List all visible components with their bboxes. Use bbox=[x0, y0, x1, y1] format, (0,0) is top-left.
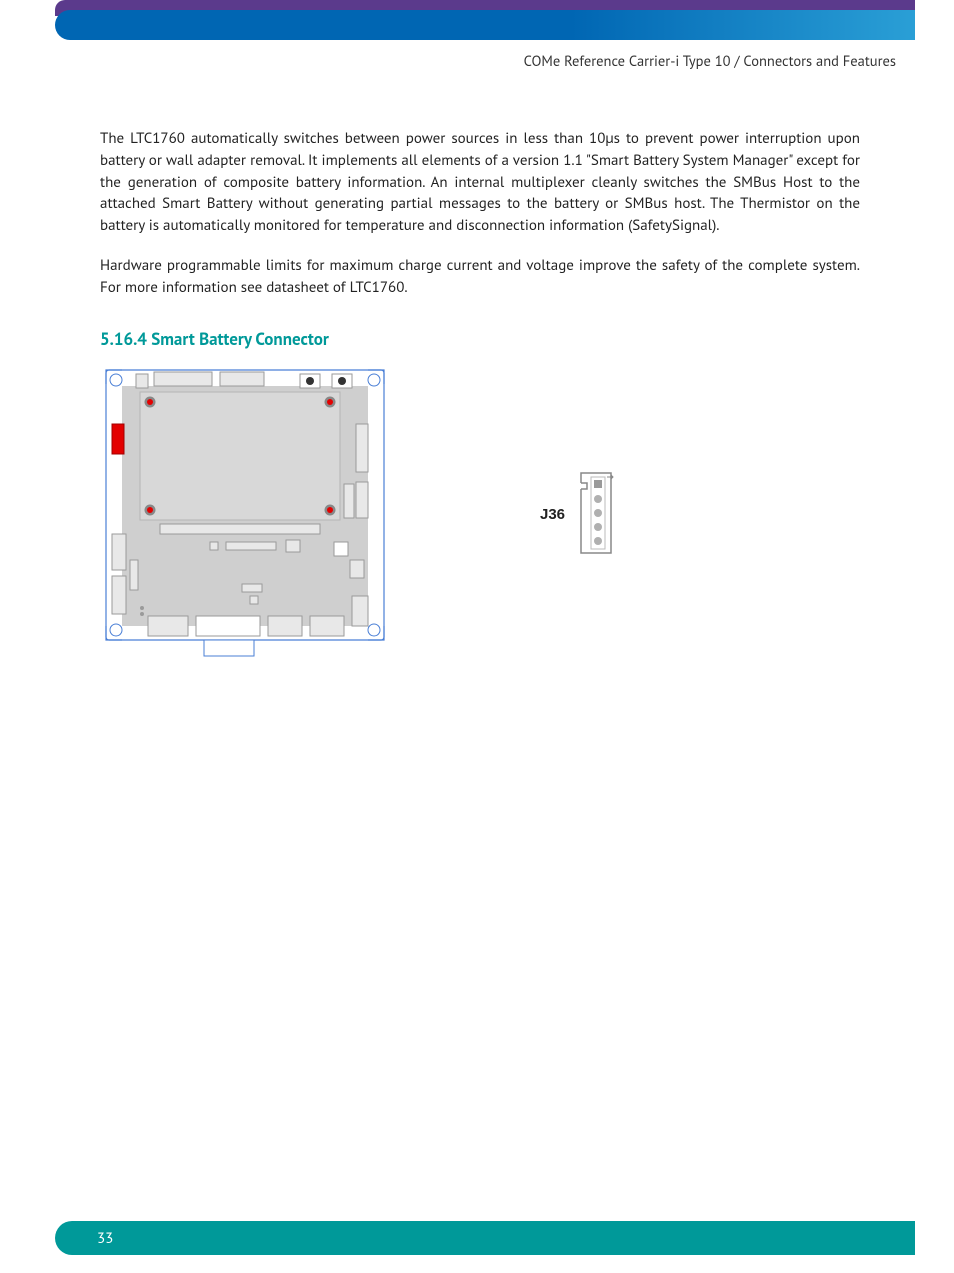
header-bar bbox=[0, 0, 954, 44]
section-heading: 5.16.4 Smart Battery Connector bbox=[100, 328, 860, 350]
figure-row: J36 bbox=[100, 364, 860, 664]
section-title: Smart Battery Connector bbox=[151, 328, 329, 350]
connector-label: J36 bbox=[540, 506, 565, 523]
footer-bar: 33 bbox=[55, 1221, 915, 1255]
paragraph-2: Hardware programmable limits for maximum… bbox=[100, 255, 860, 299]
highlighted-connector bbox=[112, 424, 124, 454]
connector-detail: J36 bbox=[540, 471, 617, 557]
header-blue-strip bbox=[55, 10, 915, 40]
section-number: 5.16.4 bbox=[100, 328, 147, 350]
page-number: 33 bbox=[97, 1229, 113, 1248]
connector-pinout-icon bbox=[577, 471, 617, 557]
board-diagram bbox=[100, 364, 390, 664]
main-content: The LTC1760 automatically switches betwe… bbox=[100, 128, 860, 664]
paragraph-1: The LTC1760 automatically switches betwe… bbox=[100, 128, 860, 237]
breadcrumb: COMe Reference Carrier-i Type 10 / Conne… bbox=[524, 52, 896, 71]
